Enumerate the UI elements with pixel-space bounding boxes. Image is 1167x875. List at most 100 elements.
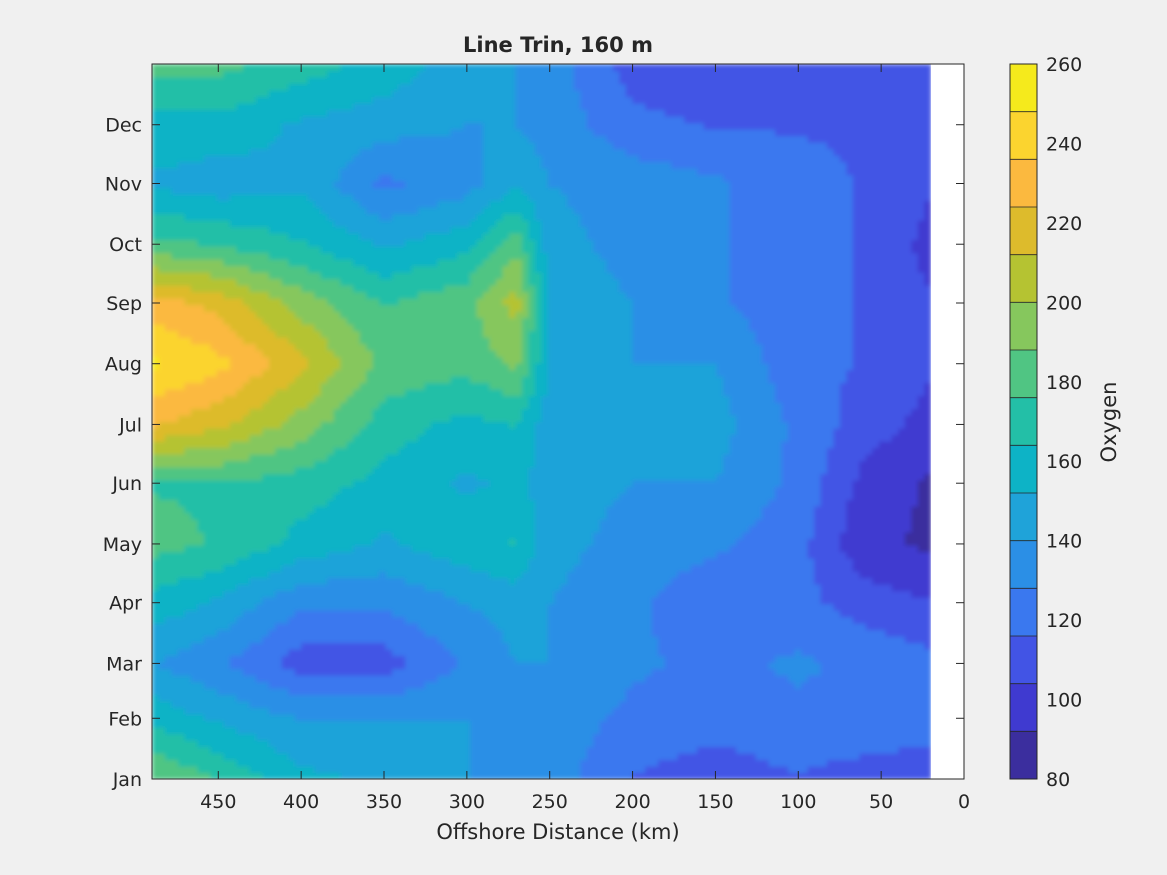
contour-cell xyxy=(807,662,815,670)
contour-cell xyxy=(716,590,724,598)
contour-cell xyxy=(820,681,828,689)
contour-cell xyxy=(424,545,432,553)
contour-cell xyxy=(444,694,452,702)
contour-cell xyxy=(418,694,426,702)
contour-cell xyxy=(781,512,789,520)
contour-cell xyxy=(359,603,367,611)
contour-cell xyxy=(327,558,335,566)
contour-cell xyxy=(366,538,374,546)
contour-cell xyxy=(294,714,302,722)
contour-cell xyxy=(301,655,309,663)
contour-cell xyxy=(405,733,413,741)
contour-cell xyxy=(171,746,179,754)
contour-cell xyxy=(788,629,796,637)
contour-cell xyxy=(872,629,880,637)
contour-cell xyxy=(327,506,335,514)
contour-cell xyxy=(749,649,757,657)
contour-cell xyxy=(164,519,173,527)
contour-cell xyxy=(658,590,666,598)
contour-cell xyxy=(392,655,400,663)
contour-cell xyxy=(197,590,205,598)
contour-cell xyxy=(729,616,737,624)
contour-cell xyxy=(625,694,633,702)
contour-cell xyxy=(190,707,199,715)
contour-cell xyxy=(353,571,361,579)
contour-cell xyxy=(333,558,341,566)
contour-cell xyxy=(372,597,380,605)
contour-cell xyxy=(554,506,562,514)
contour-cell xyxy=(768,636,776,644)
contour-cell xyxy=(489,720,497,728)
contour-cell xyxy=(547,538,556,546)
contour-cell xyxy=(379,740,387,748)
contour-cell xyxy=(827,597,835,605)
contour-cell xyxy=(288,668,296,676)
contour-cell xyxy=(340,668,348,676)
contour-cell xyxy=(508,746,517,754)
contour-cell xyxy=(716,629,724,637)
contour-cell xyxy=(534,577,543,585)
contour-cell xyxy=(437,545,445,553)
contour-cell xyxy=(521,584,530,592)
contour-cell xyxy=(911,753,919,761)
contour-cell xyxy=(398,772,406,779)
contour-cell xyxy=(476,584,484,592)
contour-cell xyxy=(346,512,354,520)
contour-cell xyxy=(794,629,802,637)
contour-cell xyxy=(528,707,536,715)
contour-cell xyxy=(560,623,568,631)
contour-cell xyxy=(431,772,439,779)
contour-cell xyxy=(768,512,776,520)
contour-cell xyxy=(210,629,218,637)
contour-cell xyxy=(560,584,568,592)
contour-cell xyxy=(872,512,880,520)
contour-cell xyxy=(275,597,283,605)
contour-cell xyxy=(677,610,685,618)
contour-cell xyxy=(801,649,809,657)
contour-cell xyxy=(814,688,822,696)
contour-cell xyxy=(528,603,536,611)
contour-cell xyxy=(327,662,335,670)
contour-cell xyxy=(534,597,543,605)
contour-cell xyxy=(586,675,594,683)
contour-cell xyxy=(392,668,400,676)
contour-cell xyxy=(677,636,685,644)
contour-cell xyxy=(911,512,919,520)
contour-cell xyxy=(638,688,646,696)
contour-cell xyxy=(827,727,835,735)
contour-cell xyxy=(924,701,932,709)
contour-cell xyxy=(710,610,718,618)
contour-cell xyxy=(547,766,556,774)
contour-cell xyxy=(197,733,205,741)
contour-cell xyxy=(716,681,724,689)
contour-cell xyxy=(651,668,659,676)
contour-cell xyxy=(872,759,880,767)
contour-cell xyxy=(619,590,627,598)
contour-cell xyxy=(801,714,809,722)
contour-cell xyxy=(547,610,556,618)
contour-cell xyxy=(560,759,568,767)
contour-cell xyxy=(275,681,283,689)
contour-cell xyxy=(496,753,504,761)
contour-cell xyxy=(333,623,341,631)
contour-cell xyxy=(483,642,491,650)
contour-cell xyxy=(547,623,556,631)
contour-cell xyxy=(275,551,283,559)
contour-cell xyxy=(294,551,302,559)
contour-cell xyxy=(885,688,893,696)
contour-cell xyxy=(684,766,692,774)
contour-cell xyxy=(177,681,186,689)
contour-cell xyxy=(275,714,283,722)
contour-cell xyxy=(807,584,815,592)
contour-cell xyxy=(457,727,465,735)
contour-cell xyxy=(684,772,692,779)
contour-cell xyxy=(327,649,335,657)
contour-cell xyxy=(249,616,257,624)
contour-cell xyxy=(586,603,594,611)
contour-cell xyxy=(489,564,497,572)
contour-cell xyxy=(418,616,426,624)
contour-cell xyxy=(223,766,231,774)
contour-cell xyxy=(846,545,854,553)
contour-cell xyxy=(346,766,354,774)
contour-cell xyxy=(307,519,315,527)
